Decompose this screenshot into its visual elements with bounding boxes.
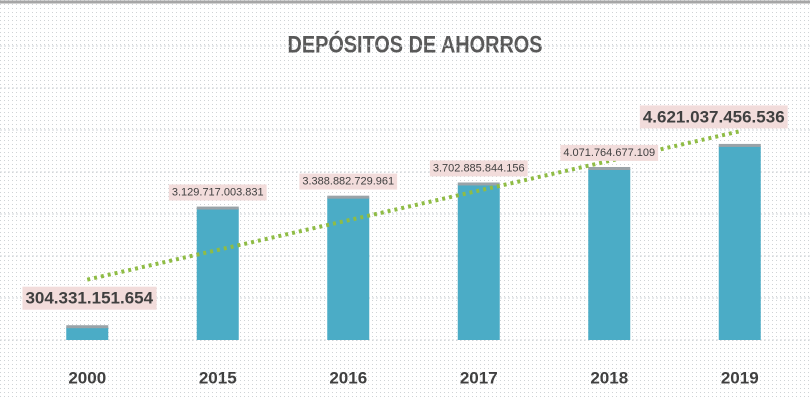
x-tick-label: 2000 bbox=[68, 368, 106, 387]
bar bbox=[196, 208, 239, 340]
bar-cap bbox=[66, 325, 109, 329]
value-label: 4.621.037.456.536 bbox=[643, 107, 785, 126]
value-label: 304.331.151.654 bbox=[25, 289, 153, 308]
bar bbox=[457, 184, 500, 340]
bar-cap bbox=[457, 182, 500, 186]
value-label: 3.702.885.844.156 bbox=[433, 162, 525, 174]
bar bbox=[588, 168, 631, 340]
chart-title: DEPÓSITOS DE AHORROS bbox=[288, 30, 543, 58]
value-label: 3.129.717.003.831 bbox=[172, 186, 264, 198]
value-label-box bbox=[22, 286, 157, 310]
value-label: 4.071.764.677.109 bbox=[563, 147, 655, 159]
bar bbox=[66, 327, 109, 340]
value-label-box bbox=[168, 184, 267, 201]
value-label: 3.388.882.729.961 bbox=[302, 176, 394, 188]
bar-cap bbox=[718, 143, 761, 147]
bar-cap bbox=[196, 206, 239, 210]
x-tick-label: 2019 bbox=[721, 368, 759, 387]
x-tick-label: 2015 bbox=[199, 368, 237, 387]
bar-cap bbox=[327, 195, 370, 199]
x-tick-label: 2016 bbox=[329, 368, 367, 387]
x-tick-label: 2018 bbox=[590, 368, 628, 387]
value-label-box bbox=[429, 160, 528, 177]
value-label-box bbox=[299, 173, 398, 190]
value-label-box bbox=[639, 105, 788, 129]
x-tick-label: 2017 bbox=[460, 368, 498, 387]
bar-cap bbox=[588, 166, 631, 170]
bar bbox=[718, 145, 761, 340]
value-label-box bbox=[560, 144, 659, 161]
